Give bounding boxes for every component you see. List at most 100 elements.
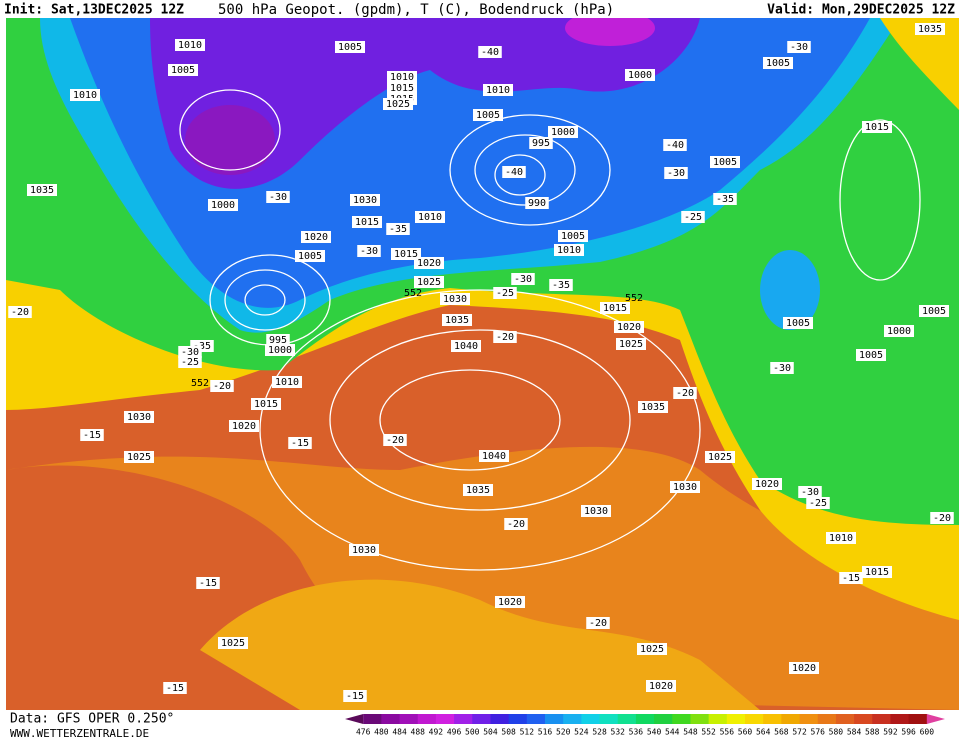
isobar-label: 1020 — [617, 322, 641, 333]
temperature-label: -15 — [346, 691, 364, 702]
temperature-label: -15 — [83, 430, 101, 441]
colorbar-arrow — [926, 714, 945, 724]
colorbar-label: 500 — [465, 728, 480, 737]
isobar-label-box — [616, 338, 646, 350]
isobar-label-box — [415, 211, 445, 223]
temperature-label: -25 — [809, 498, 827, 509]
geopotential-label: 552 — [404, 288, 422, 299]
isobar-label-box — [529, 137, 553, 149]
isobar-label: 1005 — [476, 110, 500, 121]
isobar-label: 1005 — [922, 306, 946, 317]
isobar-label-box — [783, 317, 813, 329]
isobar-label-box — [251, 398, 281, 410]
isobar-label-box — [265, 344, 295, 356]
colorbar-swatch — [799, 714, 819, 724]
isobar-label-box — [710, 156, 740, 168]
isobar-label-box — [614, 321, 644, 333]
isobar-label: 1035 — [30, 185, 54, 196]
isobar-label: 1000 — [551, 127, 575, 138]
colorbar-swatch — [526, 714, 546, 724]
temperature-label-box — [383, 434, 407, 446]
isobar-label: 1010 — [486, 85, 510, 96]
data-source: Data: GFS OPER 0.250° — [10, 712, 174, 727]
isobar-label-box — [175, 39, 205, 51]
valid-time: Valid: Mon,29DEC2025 12Z — [767, 3, 955, 18]
isobar-label-box — [350, 194, 380, 206]
colorbar-label: 552 — [701, 728, 716, 737]
isobar-label: 1010 — [390, 72, 414, 83]
temperature-label-box — [178, 346, 202, 358]
temperature-label: -20 — [589, 618, 607, 629]
isobar-label-box — [387, 71, 417, 83]
temperature-label: -40 — [481, 47, 499, 58]
colorbar-label: 508 — [501, 728, 516, 737]
colorbar-swatch — [726, 714, 746, 724]
isobar-label-box — [789, 662, 819, 674]
colorbar-label: 540 — [647, 728, 662, 737]
isobar-label-box — [638, 401, 668, 413]
isobar-label-box — [479, 450, 509, 462]
temperature-label-box — [586, 617, 610, 629]
isobar-label-box — [440, 293, 470, 305]
isobar-label: 1020 — [792, 663, 816, 674]
temperature-label: -40 — [505, 167, 523, 178]
temperature-label: -25 — [496, 288, 514, 299]
isobar-label: 1005 — [766, 58, 790, 69]
geopotential-label: 552 — [191, 378, 209, 389]
isobar-label-box — [70, 89, 100, 101]
isobar-label: 1025 — [127, 452, 151, 463]
temperature-label-box — [163, 682, 187, 694]
colorbar-label: 504 — [483, 728, 498, 737]
isobar-label: 1020 — [304, 232, 328, 243]
isobar-label-box — [548, 126, 578, 138]
colorbar-label: 496 — [447, 728, 462, 737]
colorbar-swatch — [817, 714, 837, 724]
colorbar-swatch — [872, 714, 891, 724]
isobar-label: 1035 — [466, 485, 490, 496]
isobar-label-box — [266, 334, 290, 346]
isobar-label: 1005 — [859, 350, 883, 361]
isobar-label: 1015 — [865, 567, 889, 578]
isobar-label: 1015 — [603, 303, 627, 314]
isobar-label-box — [705, 451, 735, 463]
isobar-label-box — [387, 82, 417, 94]
temperature-label-box — [839, 572, 863, 584]
isobar-label-box — [919, 305, 949, 317]
colorbar-arrow — [345, 714, 364, 724]
temperature-label-box — [343, 690, 367, 702]
isobar-label: 1000 — [211, 200, 235, 211]
temperature-label-box — [549, 279, 573, 291]
isobar-label: 1040 — [454, 341, 478, 352]
temperature-label-box — [80, 429, 104, 441]
colorbar-swatch — [890, 714, 910, 724]
colorbar-label: 584 — [847, 728, 862, 737]
temperature-label: -20 — [933, 513, 951, 524]
isobar-label-box — [752, 478, 782, 490]
isobar-label-box — [862, 566, 892, 578]
temperature-label: -30 — [667, 168, 685, 179]
isobar-label: 1025 — [417, 277, 441, 288]
temperature-label-box — [266, 191, 290, 203]
isobar-label: 1010 — [178, 40, 202, 51]
colorbar-label: 520 — [556, 728, 571, 737]
isobar-label: 1025 — [386, 99, 410, 110]
isobar-label: 1010 — [557, 245, 581, 256]
temperature-label-box — [210, 380, 234, 392]
isobar-label: 995 — [532, 138, 550, 149]
isobar-label-box — [525, 197, 549, 209]
temperature-label-box — [798, 486, 822, 498]
isobar-label: 1020 — [498, 597, 522, 608]
isobar-label: 1020 — [417, 258, 441, 269]
isobar-label-box — [168, 64, 198, 76]
colorbar-label: 592 — [883, 728, 898, 737]
isobar-label-box — [442, 314, 472, 326]
isobar-label: 990 — [528, 198, 546, 209]
isobar-label: 1030 — [127, 412, 151, 423]
isobar-label: 1025 — [640, 644, 664, 655]
colorbar-label: 476 — [356, 728, 371, 737]
isobar-label: 1020 — [232, 421, 256, 432]
colorbar-label: 556 — [720, 728, 735, 737]
temperature-label: -25 — [684, 212, 702, 223]
isobar-label-box — [884, 325, 914, 337]
temperature-label: -15 — [166, 683, 184, 694]
